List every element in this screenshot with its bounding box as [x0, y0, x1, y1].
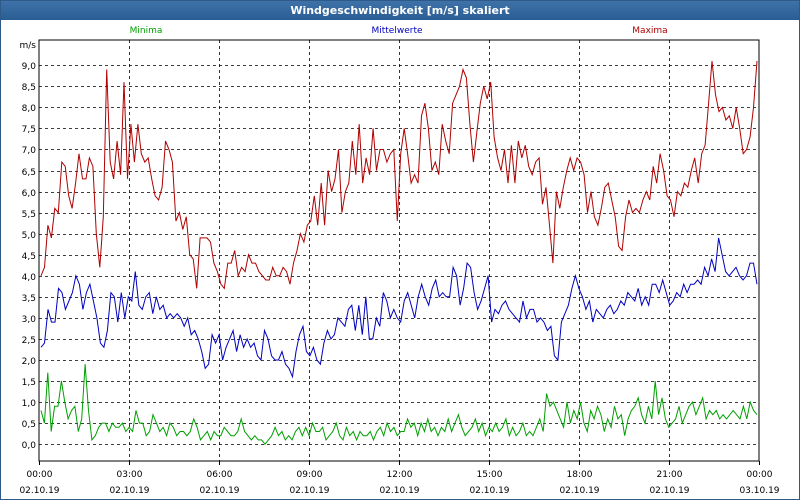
x-tick-time: 09:00 [297, 470, 323, 480]
x-tick-time: 21:00 [657, 470, 683, 480]
grid-layer [39, 40, 759, 461]
x-tick-date: 02.10.19 [199, 486, 239, 496]
y-tick-label: 1,5 [22, 378, 36, 388]
y-tick-label: 7,5 [22, 125, 36, 135]
legend-maxima: Maxima [632, 26, 667, 36]
y-tick-label: 7,0 [22, 146, 37, 156]
legend-layer: Minima Mittelwerte Maxima [130, 26, 668, 36]
x-tick-time: 00:00 [27, 470, 53, 480]
y-tick-label: 5,0 [22, 231, 37, 241]
y-tick-label: 1,0 [22, 399, 37, 409]
y-tick-label: 6,0 [22, 189, 37, 199]
y-tick-label: 5,5 [22, 210, 36, 220]
x-tick-date: 02.10.19 [649, 486, 689, 496]
axes-layer: 0,0 0,5 1,0 1,5 2,0 2,5 3,0 3,5 4,0 4,5 5,0 5,5 6,0 6… [19, 39, 780, 496]
y-tick-label: 8,5 [22, 83, 36, 93]
y-tick-label: 0,0 [22, 441, 37, 451]
y-tick-label: 6,5 [22, 168, 36, 178]
x-tick-time: 18:00 [567, 470, 593, 480]
y-tick-label: 4,0 [22, 273, 37, 283]
series-line-mittelwerte [40, 237, 758, 379]
x-tick-time: 03:00 [117, 470, 143, 480]
y-tick-label: 4,5 [22, 252, 36, 262]
legend-mittelwerte: Mittelwerte [371, 26, 422, 36]
x-tick-date: 02.10.19 [19, 486, 59, 496]
y-tick-label: 9,0 [22, 62, 37, 72]
x-tick-date: 02.10.19 [109, 486, 149, 496]
series-line-maxima [40, 60, 758, 290]
y-axis-label: m/s [20, 41, 37, 51]
x-tick-date: 03.10.19 [739, 486, 779, 496]
y-tick-label: 8,0 [22, 104, 37, 114]
y-tick-label: 2,5 [22, 336, 36, 346]
x-tick-date: 02.10.19 [289, 486, 329, 496]
x-tick-time: 06:00 [207, 470, 233, 480]
x-tick-time: 15:00 [477, 470, 503, 480]
y-tick-label: 0,5 [22, 420, 36, 430]
x-tick-date: 02.10.19 [559, 486, 599, 496]
x-tick-date: 02.10.19 [379, 486, 419, 496]
series-line-minima [40, 364, 758, 446]
x-tick-date: 02.10.19 [469, 486, 509, 496]
y-tick-label: 2,0 [22, 357, 37, 367]
x-tick-time: 00:00 [747, 470, 773, 480]
legend-minima: Minima [130, 26, 163, 36]
series-layer [40, 60, 758, 446]
y-tick-label: 3,5 [22, 294, 36, 304]
plot-frame [38, 39, 760, 462]
x-tick-time: 12:00 [387, 470, 413, 480]
window-title: Windgeschwindigkeit [m/s] skaliert [1, 1, 799, 20]
y-tick-label: 3,0 [22, 315, 37, 325]
